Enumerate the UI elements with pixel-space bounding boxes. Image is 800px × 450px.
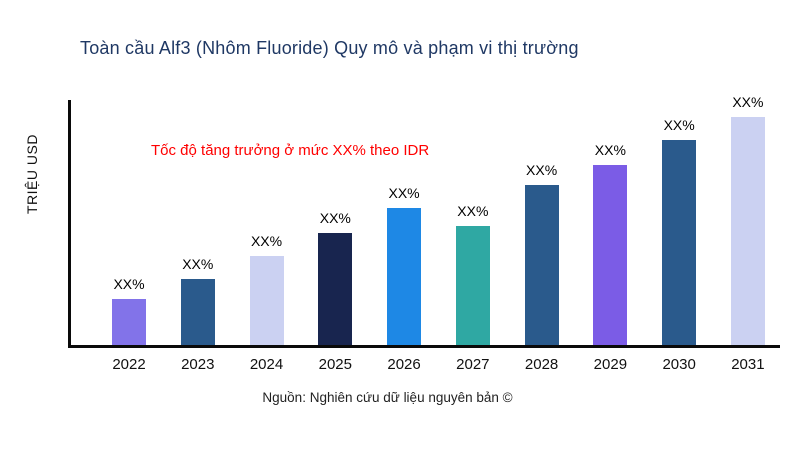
bar-group-2029: XX% (578, 142, 642, 345)
bar-value-label: XX% (113, 276, 145, 292)
x-tick-2024: 2024 (249, 356, 284, 373)
bar-value-label: XX% (732, 94, 764, 110)
bar-2028 (524, 185, 559, 345)
y-axis-label: TRIỆU USD (24, 134, 40, 214)
bar-2024 (249, 256, 284, 345)
bar-2025 (318, 233, 353, 345)
bars-row: XX% XX% XX% XX% XX% XX% XX% XX% XX% XX% (71, 94, 780, 345)
bar-group-2023: XX% (166, 256, 230, 345)
x-tick-2027: 2027 (456, 356, 490, 373)
bar-2030 (662, 140, 697, 345)
bar-group-2025: XX% (303, 210, 367, 345)
bar-group-2031: XX% (716, 94, 780, 345)
bar-2031 (730, 117, 765, 345)
x-tick-2030: 2030 (662, 356, 696, 373)
bar-group-2027: XX% (441, 203, 505, 345)
x-tick-2028: 2028 (524, 356, 559, 373)
bar-value-label: XX% (663, 117, 695, 133)
bar-value-label: XX% (388, 185, 420, 201)
bar-2022 (112, 299, 146, 345)
bar-group-2026: XX% (372, 185, 436, 345)
x-tick-2029: 2029 (593, 356, 628, 373)
bar-value-label: XX% (526, 162, 558, 178)
bar-group-2028: XX% (510, 162, 574, 345)
plot-area: Tốc độ tăng trưởng ở mức XX% theo IDR XX… (68, 94, 780, 348)
growth-annotation: Tốc độ tăng trưởng ở mức XX% theo IDR (151, 142, 430, 159)
chart-title: Toàn cầu Alf3 (Nhôm Fluoride) Quy mô và … (80, 38, 579, 58)
bar-2026 (387, 208, 422, 345)
bar-value-label: XX% (250, 233, 283, 249)
bar-group-2022: XX% (97, 276, 161, 345)
bar-value-label: XX% (457, 203, 489, 219)
bar-value-label: XX% (319, 210, 351, 226)
x-tick-2022: 2022 (112, 356, 146, 373)
bar-2027 (455, 226, 490, 345)
x-axis-ticks: 2022 2023 2024 2025 2026 2027 2028 2029 2030 2031 (71, 356, 780, 373)
bar-value-label: XX% (594, 142, 626, 158)
x-tick-2031: 2031 (731, 356, 765, 373)
x-tick-2026: 2026 (387, 356, 421, 373)
bar-2029 (593, 165, 628, 345)
bar-value-label: XX% (182, 256, 214, 272)
source-note: Nguồn: Nghiên cứu dữ liệu nguyên bản © (262, 390, 513, 405)
x-tick-2023: 2023 (181, 356, 215, 373)
bar-2023 (180, 279, 215, 345)
x-tick-2025: 2025 (318, 356, 352, 373)
bar-group-2024: XX% (235, 233, 299, 345)
bar-group-2030: XX% (647, 117, 711, 345)
